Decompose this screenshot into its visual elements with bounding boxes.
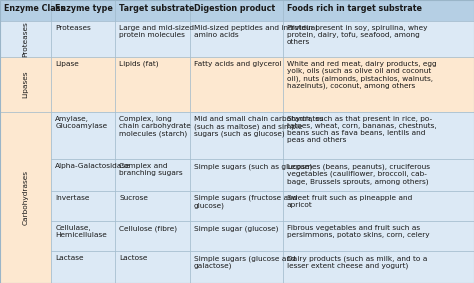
Text: Alpha-Galactosidase: Alpha-Galactosidase (55, 163, 131, 169)
Bar (51, 159, 115, 191)
Text: Starch, such as that present in rice, po-
tatoes, wheat, corn, bananas, chestnut: Starch, such as that present in rice, po… (286, 116, 436, 143)
Text: Large and mid-sized
protein molecules: Large and mid-sized protein molecules (119, 25, 194, 38)
Text: Legumes (beans, peanuts), cruciferous
vegetables (cauliflower, broccoli, cab-
ba: Legumes (beans, peanuts), cruciferous ve… (286, 163, 429, 185)
Text: Simple sugars (such as glucose): Simple sugars (such as glucose) (194, 163, 312, 170)
Bar (0, 21, 51, 57)
Text: Enzyme type: Enzyme type (55, 4, 113, 13)
Bar (283, 191, 474, 221)
Bar (115, 221, 190, 251)
Bar (283, 57, 474, 112)
Bar (115, 251, 190, 283)
Bar (51, 251, 115, 283)
Bar (190, 57, 283, 112)
Text: Complex and
branching sugars: Complex and branching sugars (119, 163, 183, 176)
Text: Lipids (fat): Lipids (fat) (119, 61, 159, 67)
Text: Simple sugars (glucose and
galactose): Simple sugars (glucose and galactose) (194, 255, 296, 269)
Bar (51, 57, 115, 112)
Text: Foods rich in target substrate: Foods rich in target substrate (286, 4, 421, 13)
Bar (51, 0, 115, 21)
Bar (51, 112, 115, 159)
Bar (190, 21, 283, 57)
Bar (190, 159, 283, 191)
Bar (0, 112, 51, 283)
Bar (190, 112, 283, 159)
Text: Cellulase,
Hemicellulase: Cellulase, Hemicellulase (55, 225, 107, 238)
Bar (115, 159, 190, 191)
Bar (190, 0, 283, 21)
Text: Sucrose: Sucrose (119, 195, 148, 201)
Text: Amylase,
Glucoamylase: Amylase, Glucoamylase (55, 116, 107, 129)
Text: Complex, long
chain carbohydrate
molecules (starch): Complex, long chain carbohydrate molecul… (119, 116, 191, 137)
Text: Simple sugars (fructose and
glucose): Simple sugars (fructose and glucose) (194, 195, 298, 209)
Text: Invertase: Invertase (55, 195, 90, 201)
Bar (190, 191, 283, 221)
Bar (190, 221, 283, 251)
Text: Lipase: Lipase (55, 61, 79, 67)
Text: Lipases: Lipases (23, 71, 28, 98)
Bar (115, 112, 190, 159)
Text: Target substrate: Target substrate (119, 4, 194, 13)
Text: Proteases: Proteases (55, 25, 91, 31)
Text: Fibrous vegetables and fruit such as
persimmons, potato skins, corn, celery: Fibrous vegetables and fruit such as per… (286, 225, 429, 238)
Text: Digestion product: Digestion product (194, 4, 275, 13)
Text: Mid and small chain carbohydrates
(such as maltose) and simple
sugars (such as g: Mid and small chain carbohydrates (such … (194, 116, 324, 137)
Text: Simple sugar (glucose): Simple sugar (glucose) (194, 225, 279, 231)
Bar (51, 221, 115, 251)
Text: Carbohydrases: Carbohydrases (23, 170, 28, 225)
Bar (283, 21, 474, 57)
Bar (115, 57, 190, 112)
Bar (51, 191, 115, 221)
Text: Enzyme Class: Enzyme Class (4, 4, 65, 13)
Text: Sweet fruit such as pineapple and
apricot: Sweet fruit such as pineapple and aprico… (286, 195, 412, 208)
Bar (283, 0, 474, 21)
Bar (190, 251, 283, 283)
Text: Proteases: Proteases (23, 21, 28, 57)
Text: Protein present in soy, spirulina, whey
protein, dairy, tofu, seafood, among
oth: Protein present in soy, spirulina, whey … (286, 25, 427, 45)
Bar (0, 0, 51, 21)
Text: Lactase: Lactase (55, 255, 84, 261)
Bar (115, 0, 190, 21)
Bar (115, 191, 190, 221)
Bar (0, 57, 51, 112)
Bar (283, 221, 474, 251)
Bar (51, 21, 115, 57)
Bar (283, 112, 474, 159)
Text: Cellulose (fibre): Cellulose (fibre) (119, 225, 177, 231)
Bar (283, 159, 474, 191)
Text: Mid-sized peptides and individual
amino acids: Mid-sized peptides and individual amino … (194, 25, 318, 38)
Text: Dairy products (such as milk, and to a
lesser extent cheese and yogurt): Dairy products (such as milk, and to a l… (286, 255, 427, 269)
Bar (115, 21, 190, 57)
Bar (283, 251, 474, 283)
Text: Lactose: Lactose (119, 255, 147, 261)
Text: Fatty acids and glycerol: Fatty acids and glycerol (194, 61, 282, 67)
Text: White and red meat, dairy products, egg
yolk, oils (such as olive oil and coconu: White and red meat, dairy products, egg … (286, 61, 436, 89)
